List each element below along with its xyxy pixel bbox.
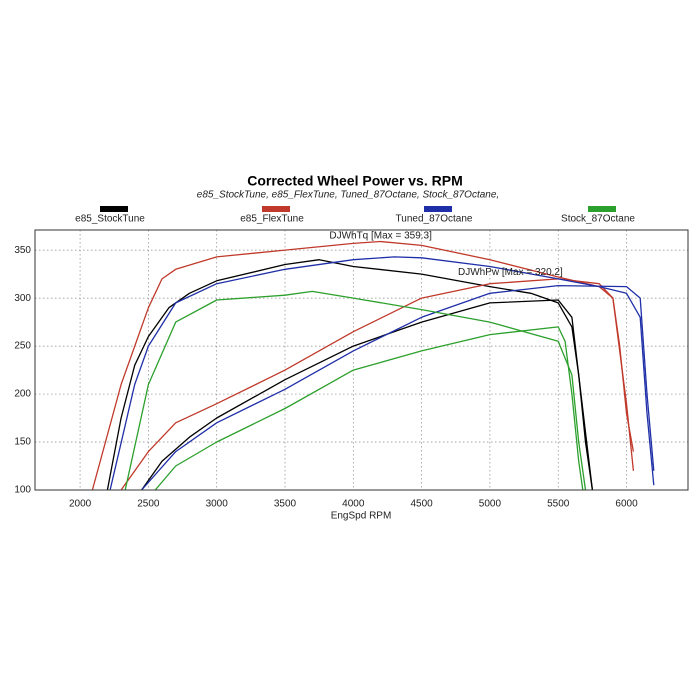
power-curve xyxy=(141,284,655,490)
y-tick-label: 200 xyxy=(14,389,31,400)
legend-label: Tuned_87Octane xyxy=(396,214,473,225)
x-tick-label: 5500 xyxy=(547,499,570,510)
power-curve xyxy=(154,326,584,490)
y-tick-label: 150 xyxy=(14,437,31,448)
legend-label: Stock_87Octane xyxy=(561,214,635,225)
chart-title: Corrected Wheel Power vs. RPM xyxy=(247,173,463,189)
x-tick-label: 6000 xyxy=(615,499,638,510)
y-tick-label: 350 xyxy=(14,245,31,256)
chart-subtitle: e85_StockTune, e85_FlexTune, Tuned_87Oct… xyxy=(197,190,499,201)
torque-curve xyxy=(106,259,594,490)
x-tick-label: 2000 xyxy=(69,499,92,510)
x-tick-label: 4500 xyxy=(410,499,433,510)
power-curve xyxy=(141,299,594,490)
annotation: DJWhTq [Max = 359.3] xyxy=(329,230,432,241)
power-curve xyxy=(120,278,635,490)
torque-curve xyxy=(124,290,587,490)
torque-curve xyxy=(109,256,655,490)
legend-swatch xyxy=(424,206,452,212)
plot-frame xyxy=(34,229,689,491)
x-tick-label: 3500 xyxy=(274,499,297,510)
plot xyxy=(91,240,655,490)
x-tick-label: 2500 xyxy=(137,499,160,510)
legend-swatch xyxy=(262,206,290,212)
x-tick-label: 4000 xyxy=(342,499,365,510)
y-tick-label: 100 xyxy=(14,485,31,496)
x-axis-label: EngSpd RPM xyxy=(331,511,392,522)
legend-swatch xyxy=(100,206,128,212)
y-tick-label: 250 xyxy=(14,341,31,352)
annotation: DJWhPw [Max = 320.2] xyxy=(458,267,563,278)
x-tick-label: 5000 xyxy=(479,499,502,510)
legend-label: e85_StockTune xyxy=(75,214,145,225)
x-tick-label: 3000 xyxy=(206,499,229,510)
y-tick-label: 300 xyxy=(14,293,31,304)
legend-label: e85_FlexTune xyxy=(240,214,304,225)
legend-swatch xyxy=(588,206,616,212)
